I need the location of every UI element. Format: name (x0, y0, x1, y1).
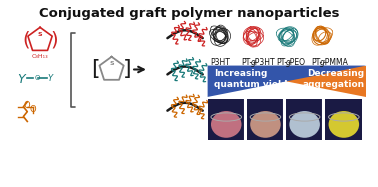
Ellipse shape (250, 111, 281, 138)
Text: C₈H₁₃: C₈H₁₃ (32, 54, 48, 59)
Text: S: S (109, 61, 114, 66)
Polygon shape (208, 66, 366, 97)
Text: -PMMA: -PMMA (322, 58, 348, 67)
Text: P3HT: P3HT (211, 58, 230, 67)
Text: Conjugated graft polymer nanoparticles: Conjugated graft polymer nanoparticles (39, 7, 339, 20)
Text: -P3HT: -P3HT (253, 58, 275, 67)
Text: PT-: PT- (277, 58, 288, 67)
Polygon shape (208, 66, 366, 97)
Text: ): ) (50, 31, 57, 50)
Text: Decreasing
aggregation: Decreasing aggregation (302, 68, 364, 89)
Text: Y: Y (48, 74, 53, 83)
Text: S: S (38, 32, 42, 37)
Text: g: g (285, 58, 290, 67)
Text: -PEO: -PEO (288, 58, 306, 67)
Text: g: g (250, 58, 255, 67)
Text: [: [ (91, 59, 100, 79)
Text: O: O (30, 105, 37, 114)
FancyBboxPatch shape (325, 99, 363, 140)
FancyBboxPatch shape (247, 99, 284, 140)
Ellipse shape (328, 111, 359, 138)
Text: ]: ] (123, 59, 132, 79)
FancyBboxPatch shape (208, 99, 245, 140)
Ellipse shape (211, 111, 242, 138)
Ellipse shape (290, 111, 320, 138)
FancyBboxPatch shape (286, 99, 323, 140)
Text: g: g (320, 58, 325, 67)
Text: O: O (24, 101, 31, 110)
Text: (: ( (23, 31, 30, 50)
Text: O: O (34, 75, 40, 81)
Text: PT-: PT- (242, 58, 253, 67)
Text: PT-: PT- (311, 58, 322, 67)
Text: Increasing
quantum yield: Increasing quantum yield (214, 68, 288, 89)
Text: Y: Y (18, 73, 25, 86)
